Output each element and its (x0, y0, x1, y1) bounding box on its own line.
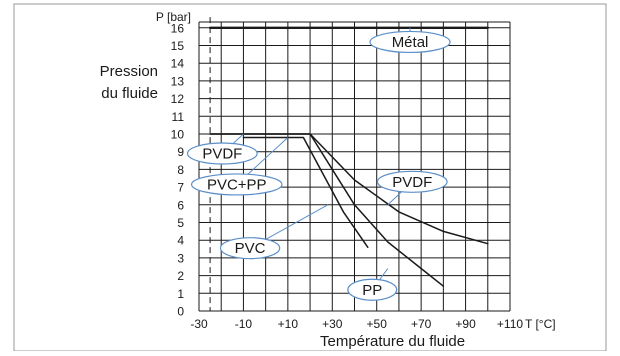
y-tick-label: 6 (177, 198, 184, 212)
y-tick-label: 3 (177, 251, 184, 265)
callout-ellipse (347, 278, 398, 301)
series-line (242, 136, 369, 249)
y-tick-label: 9 (177, 145, 184, 159)
callout-ellipse (369, 30, 451, 54)
y-tick-label: 15 (171, 39, 185, 53)
callout-label: PP (362, 282, 382, 299)
x-tick-label: +90 (455, 317, 476, 331)
series-lines (208, 26, 489, 287)
tick-labels: -30 -10 +10 +30 +50 +70 +90 +110012345678910111… (171, 21, 524, 331)
callout-label: PVC (235, 240, 266, 257)
callouts: Métal PVDF PVC+PP PVDF PVC PP (186, 27, 451, 301)
y-tick-label: 4 (177, 234, 184, 248)
callout-label: PVDF (392, 174, 432, 191)
y-axis-label-line-2: du fluide (101, 85, 158, 102)
y-tick-label: 13 (171, 74, 185, 88)
x-tick-label: +30 (322, 317, 343, 331)
y-tick-label: 14 (171, 57, 185, 71)
callout-label: PVDF (202, 145, 242, 162)
y-tick-label: 1 (177, 287, 184, 301)
y-axis-unit: P [bar] (156, 10, 191, 24)
y-tick-label: 10 (171, 128, 185, 142)
x-tick-label: -30 (190, 317, 208, 331)
x-tick-label: -10 (235, 317, 253, 331)
callout-ellipse (219, 237, 281, 260)
y-tick-label: 7 (177, 181, 184, 195)
x-tick-label: +50 (367, 317, 388, 331)
y-tick-label: 0 (177, 305, 184, 319)
y-tick-label: 11 (172, 110, 185, 124)
y-tick-label: 12 (171, 92, 185, 106)
x-tick-label: +10 (278, 317, 299, 331)
y-tick-label: 5 (177, 216, 184, 230)
callout-label: Métal (392, 34, 429, 51)
y-tick-label: 8 (177, 163, 184, 177)
x-axis-label: Température du fluide (320, 333, 465, 350)
y-tick-label: 2 (177, 269, 184, 283)
callout-ellipse (190, 173, 283, 196)
x-tick-label: +70 (411, 317, 432, 331)
x-axis-unit: T [°C] (525, 317, 556, 331)
callout-ellipse (376, 170, 448, 193)
y-axis-label-line-1: Pression (100, 63, 158, 80)
x-tick-label: +110 (497, 317, 523, 331)
grid (198, 21, 511, 312)
callout-label: PVC+PP (207, 176, 267, 193)
y-tick-label: 16 (171, 21, 185, 35)
series-line (209, 133, 445, 287)
callout-ellipse (186, 142, 258, 165)
